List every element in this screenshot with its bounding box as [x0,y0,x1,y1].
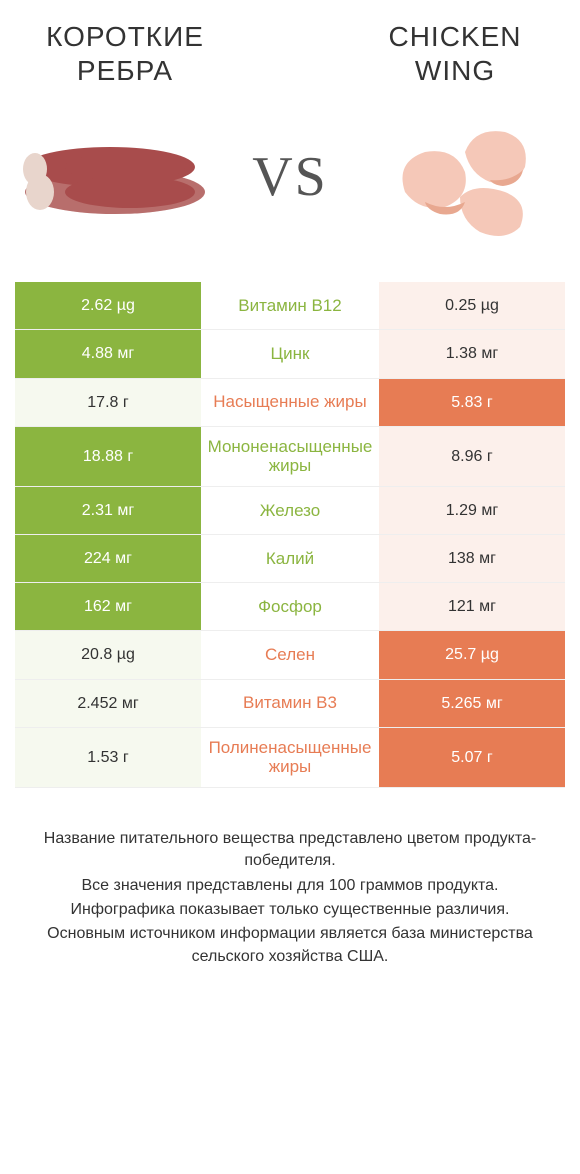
right-value: 5.07 г [379,728,565,787]
nutrient-name: Витамин B12 [201,282,379,329]
left-value: 224 мг [15,535,201,582]
left-value: 4.88 мг [15,330,201,377]
vs-label: VS [252,145,328,209]
nutrient-name: Витамин B3 [201,680,379,727]
footer-line: Все значения представлены для 100 граммо… [25,875,555,897]
left-value: 2.62 µg [15,282,201,329]
left-value: 2.452 мг [15,680,201,727]
vs-row: VS [15,97,565,257]
nutrient-row: 4.88 мгЦинк1.38 мг [15,330,565,378]
nutrient-name: Полиненасыщенные жиры [201,728,379,787]
right-value: 5.83 г [379,379,565,426]
nutrient-row: 2.452 мгВитамин B35.265 мг [15,680,565,728]
footer-line: Инфографика показывает только существенн… [25,899,555,921]
nutrient-row: 2.62 µgВитамин B120.25 µg [15,282,565,330]
footer-line: Основным источником информации является … [25,923,555,968]
left-value: 162 мг [15,583,201,630]
left-value: 18.88 г [15,427,201,486]
nutrient-table: 2.62 µgВитамин B120.25 µg4.88 мгЦинк1.38… [15,282,565,788]
nutrient-name: Калий [201,535,379,582]
nutrient-row: 224 мгКалий138 мг [15,535,565,583]
nutrient-name: Цинк [201,330,379,377]
nutrient-name: Селен [201,631,379,678]
nutrient-row: 18.88 гМононенасыщенные жиры8.96 г [15,427,565,487]
right-value: 121 мг [379,583,565,630]
left-value: 1.53 г [15,728,201,787]
nutrient-name: Железо [201,487,379,534]
left-value: 20.8 µg [15,631,201,678]
nutrient-row: 2.31 мгЖелезо1.29 мг [15,487,565,535]
right-product-title: CHICKEN WING [345,20,565,87]
nutrient-row: 1.53 гПолиненасыщенные жиры5.07 г [15,728,565,788]
nutrient-row: 162 мгФосфор121 мг [15,583,565,631]
right-product-image [365,97,565,257]
right-value: 25.7 µg [379,631,565,678]
left-value: 2.31 мг [15,487,201,534]
nutrient-name: Насыщенные жиры [201,379,379,426]
nutrient-row: 17.8 гНасыщенные жиры5.83 г [15,379,565,427]
right-value: 138 мг [379,535,565,582]
right-value: 0.25 µg [379,282,565,329]
header: КОРОТКИЕ РЕБРА CHICKEN WING [15,20,565,87]
right-value: 1.29 мг [379,487,565,534]
left-value: 17.8 г [15,379,201,426]
footer-line: Название питательного вещества представл… [25,828,555,873]
right-value: 5.265 мг [379,680,565,727]
right-value: 8.96 г [379,427,565,486]
footer-notes: Название питательного вещества представл… [15,828,565,968]
left-product-image [15,97,215,257]
right-value: 1.38 мг [379,330,565,377]
nutrient-name: Мононенасыщенные жиры [201,427,379,486]
nutrient-row: 20.8 µgСелен25.7 µg [15,631,565,679]
nutrient-name: Фосфор [201,583,379,630]
left-product-title: КОРОТКИЕ РЕБРА [15,20,235,87]
